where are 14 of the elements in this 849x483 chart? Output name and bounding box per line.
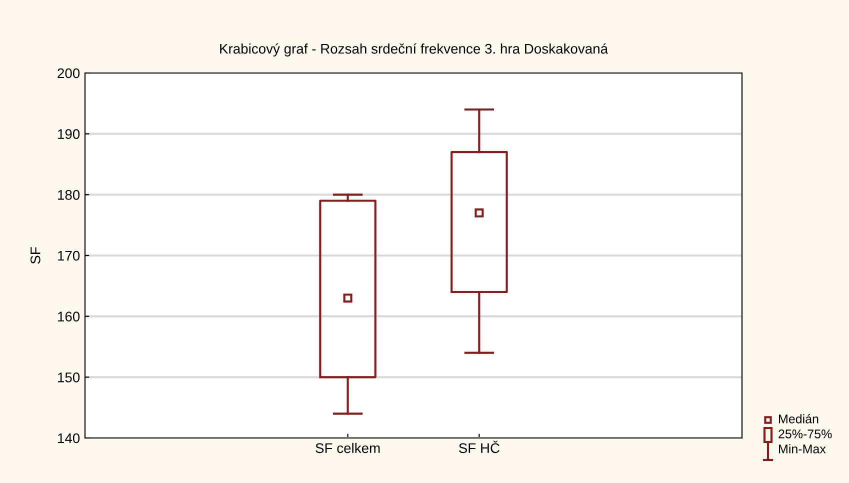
y-tick-label: 170: [58, 250, 80, 261]
y-axis-title: SF: [30, 247, 40, 264]
text: Min-Max: [779, 444, 826, 454]
text: 25%-75%: [778, 430, 832, 438]
x-tick-label: SF HČ: [459, 440, 500, 454]
chart-title: Krabicový graf - Rozsah srdeční frekvence 3. hra Doskakovaná: [220, 43, 608, 56]
y-tick-label: 150: [58, 372, 80, 382]
y-tick-label: 140: [58, 433, 80, 444]
y-tick-label: 200: [58, 68, 80, 78]
y-tick-label: 160: [58, 312, 80, 322]
x-tick-label: SF celkem: [316, 442, 380, 454]
y-tick-label: 190: [58, 129, 80, 140]
y-tick-label: 180: [58, 190, 80, 200]
text: Medián: [779, 414, 818, 424]
